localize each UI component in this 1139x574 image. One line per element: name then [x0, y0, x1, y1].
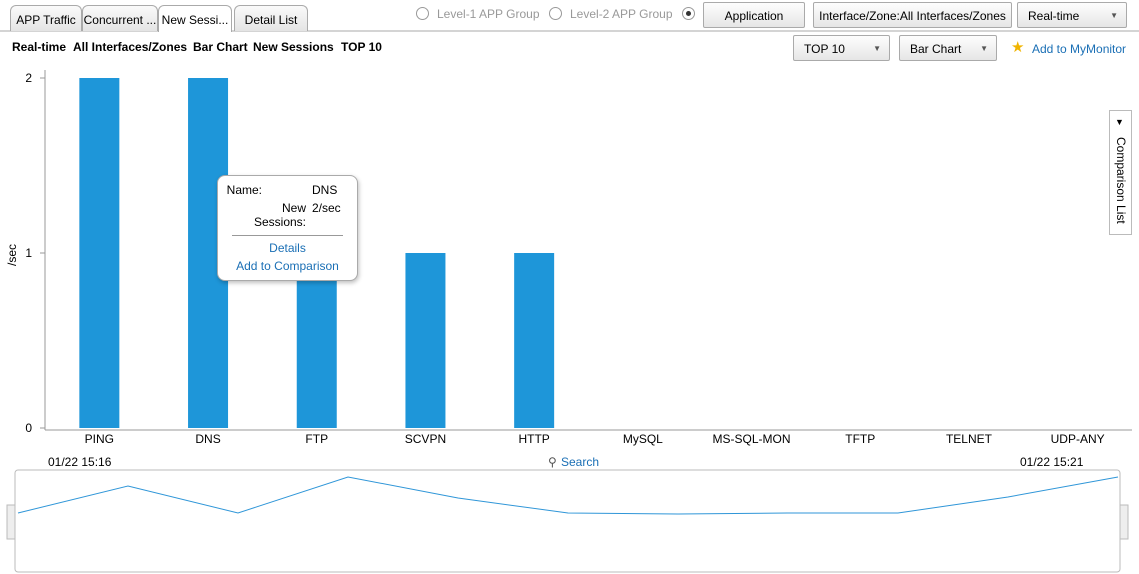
radio-label: Level-2 APP Group — [570, 7, 673, 21]
side-tab-label: Comparison List — [1114, 137, 1128, 224]
header-item: Bar Chart — [193, 40, 248, 54]
link[interactable]: Search — [561, 455, 600, 469]
tab[interactable]: APP Traffic — [10, 5, 82, 31]
overview-box — [14, 469, 1121, 573]
tab[interactable]: Concurrent ... — [82, 5, 158, 31]
dropdown[interactable]: TOP 10 — [793, 35, 890, 61]
x-tick-label: UDP-ANY — [1051, 432, 1105, 446]
scroll-right[interactable] — [1119, 504, 1129, 540]
scroll-left[interactable] — [6, 504, 16, 540]
x-tick-label: TELNET — [946, 432, 993, 446]
radio[interactable] — [416, 7, 429, 20]
x-tick-label: DNS — [195, 432, 220, 446]
star-icon: ★ — [1011, 39, 1025, 56]
tooltip-value: 2/sec — [312, 201, 341, 215]
tab[interactable]: New Sessi... — [158, 5, 232, 32]
x-tick-label: SCVPN — [405, 432, 446, 446]
x-tick-label: PING — [85, 432, 114, 446]
x-tick-label: TFTP — [845, 432, 875, 446]
header-item: All Interfaces/Zones — [73, 40, 188, 54]
bar — [514, 253, 555, 428]
overview-line — [17, 476, 1119, 515]
x-tick-label: MySQL — [623, 432, 663, 446]
tooltip-key: Name: — [226, 183, 262, 197]
y-tick-label: 0 — [25, 421, 32, 435]
time-label: 01/22 15:21 — [1020, 455, 1084, 469]
button[interactable]: Application — [703, 2, 805, 28]
y-tick-label: 1 — [25, 246, 32, 260]
radio[interactable] — [682, 7, 695, 20]
y-tick-label: 2 — [25, 71, 32, 85]
tooltip-key: New Sessions: — [253, 201, 306, 229]
link[interactable]: Add to Comparison — [236, 259, 339, 273]
button[interactable]: Interface/Zone:All Interfaces/Zones — [813, 2, 1012, 28]
divider — [232, 235, 343, 236]
arrow-icon: ▼ — [1115, 117, 1124, 127]
bar — [296, 253, 337, 428]
radio-label: Level-1 APP Group — [437, 7, 540, 21]
link[interactable]: Add to MyMonitor — [1032, 42, 1127, 56]
header-item: TOP 10 — [341, 40, 382, 54]
dropdown[interactable]: Bar Chart — [899, 35, 997, 61]
x-tick-label: MS-SQL-MON — [713, 432, 791, 446]
x-tick-label: HTTP — [518, 432, 549, 446]
dropdown[interactable]: Real-time — [1017, 2, 1127, 28]
y-axis-title: /sec — [5, 244, 19, 266]
header-item: New Sessions — [253, 40, 334, 54]
search-icon: ⚲ — [548, 455, 557, 469]
tab[interactable]: Detail List — [234, 5, 308, 31]
side-tab[interactable]: ▼ Comparison List — [1109, 110, 1132, 235]
bar — [405, 253, 446, 428]
header-item: Real-time — [12, 40, 67, 54]
tooltip-value: DNS — [312, 183, 338, 197]
tooltip: Name: DNS New Sessions: 2/sec Details Ad… — [217, 175, 358, 281]
x-tick-label: FTP — [305, 432, 328, 446]
link[interactable]: Details — [269, 241, 306, 255]
time-label: 01/22 15:16 — [48, 455, 112, 469]
radio[interactable] — [549, 7, 562, 20]
bar — [79, 78, 120, 428]
